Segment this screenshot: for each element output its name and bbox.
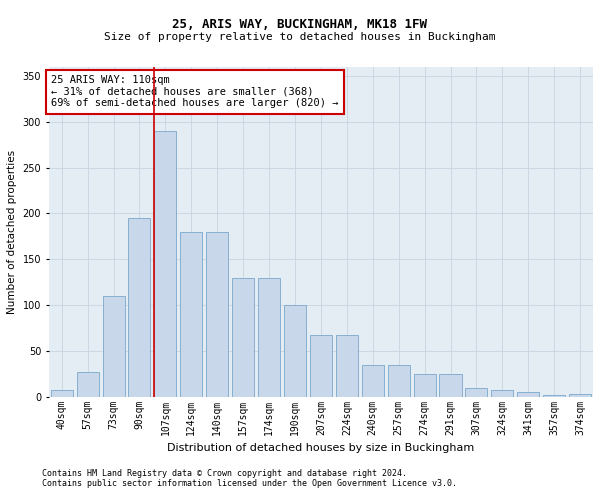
Bar [77,372,98,396]
Bar [206,232,228,396]
Bar [154,131,176,396]
Text: 25, ARIS WAY, BUCKINGHAM, MK18 1FW: 25, ARIS WAY, BUCKINGHAM, MK18 1FW [173,18,427,30]
Bar [232,278,254,396]
Bar [336,336,358,396]
Text: Contains HM Land Registry data © Crown copyright and database right 2024.: Contains HM Land Registry data © Crown c… [42,469,407,478]
Bar [284,305,306,396]
Bar [362,364,384,396]
Bar [128,218,151,396]
Bar [491,390,514,396]
Bar [310,336,332,396]
Bar [569,394,591,396]
Bar [439,374,461,396]
Bar [103,296,125,396]
X-axis label: Distribution of detached houses by size in Buckingham: Distribution of detached houses by size … [167,443,475,453]
Text: 25 ARIS WAY: 110sqm
← 31% of detached houses are smaller (368)
69% of semi-detac: 25 ARIS WAY: 110sqm ← 31% of detached ho… [52,75,339,108]
Y-axis label: Number of detached properties: Number of detached properties [7,150,17,314]
Bar [258,278,280,396]
Bar [413,374,436,396]
Text: Contains public sector information licensed under the Open Government Licence v3: Contains public sector information licen… [42,479,457,488]
Bar [543,395,565,396]
Bar [388,364,410,396]
Bar [181,232,202,396]
Bar [466,388,487,396]
Bar [51,390,73,396]
Text: Size of property relative to detached houses in Buckingham: Size of property relative to detached ho… [104,32,496,42]
Bar [517,392,539,396]
